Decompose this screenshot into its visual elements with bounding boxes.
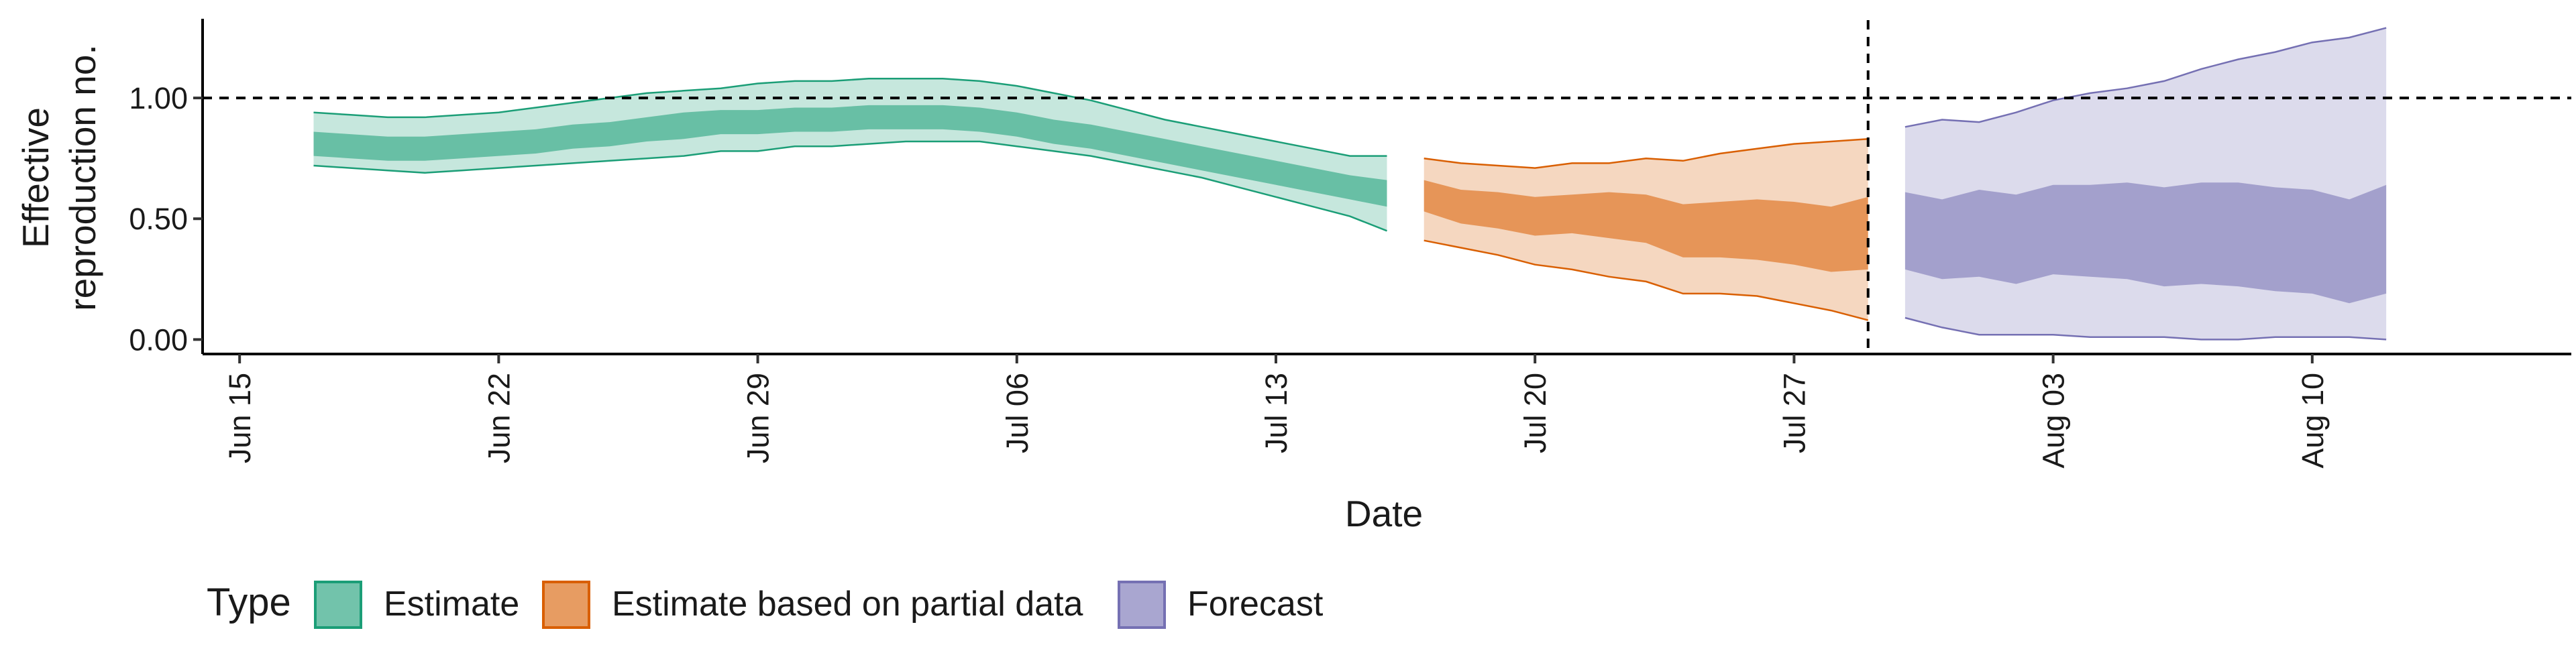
legend-key-estimate: [314, 581, 362, 629]
band-90-estimate: [313, 78, 1387, 231]
lower-edge-estimate: [313, 140, 1387, 232]
x-tick-label: Jul 06: [1000, 373, 1034, 453]
y-tick-label: 0.50: [129, 202, 188, 236]
x-tick-label: Jun 15: [223, 373, 257, 463]
band-50-estimate: [313, 105, 1387, 207]
legend-title: Type: [207, 581, 291, 624]
x-tick-label: Jul 13: [1259, 373, 1293, 453]
x-tick-label: Jun 22: [482, 373, 516, 463]
y-tick-label: 1.00: [129, 81, 188, 115]
legend-label-forecast: Forecast: [1187, 585, 1324, 624]
legend-label-estimate: Estimate: [384, 585, 519, 624]
series-estimate-based-on-partial-data: [1424, 138, 1869, 321]
legend-key-estimate-based-on-partial-data: [542, 581, 590, 629]
upper-edge-forecast: [1904, 27, 2387, 128]
lower-edge-forecast: [1904, 316, 2387, 341]
x-tick-label: Aug 10: [2296, 373, 2330, 469]
x-tick-label: Jul 20: [1518, 373, 1552, 453]
band-50-estimate-based-on-partial-data: [1424, 180, 1868, 272]
x-axis-title: Date: [1345, 493, 1423, 534]
x-tick-label: Jun 29: [741, 373, 775, 463]
upper-edge-estimate: [313, 78, 1387, 157]
band-50-forecast: [1904, 182, 2387, 304]
legend-key-forecast: [1118, 581, 1166, 629]
series-forecast: [1904, 27, 2387, 341]
series-estimate: [313, 78, 1387, 232]
y-axis-title-line-2: reproduction no.: [62, 44, 103, 311]
legend-label-estimate-based-on-partial-data: Estimate based on partial data: [612, 585, 1083, 624]
y-tick-label: 0.00: [129, 322, 188, 357]
legend-items: Estimate Estimate based on partial data Fo…: [314, 581, 1324, 629]
x-tick-label: Jul 27: [1777, 373, 1811, 453]
axes: 0.00 0.50 1.00 Jun 15 Jun 22 Jun 29 Jul 06 Jul …: [129, 19, 2571, 469]
lower-edge-estimate-based-on-partial-data: [1424, 239, 1869, 321]
upper-edge-estimate-based-on-partial-data: [1424, 138, 1868, 169]
x-tick-label: Aug 03: [2037, 373, 2071, 469]
reference-lines: [203, 20, 2571, 354]
y-axis-title-line-1: Effective: [15, 107, 56, 248]
series-layer: [313, 27, 2387, 341]
legend: Type Estimate Estimate based on partial d…: [207, 581, 1324, 629]
